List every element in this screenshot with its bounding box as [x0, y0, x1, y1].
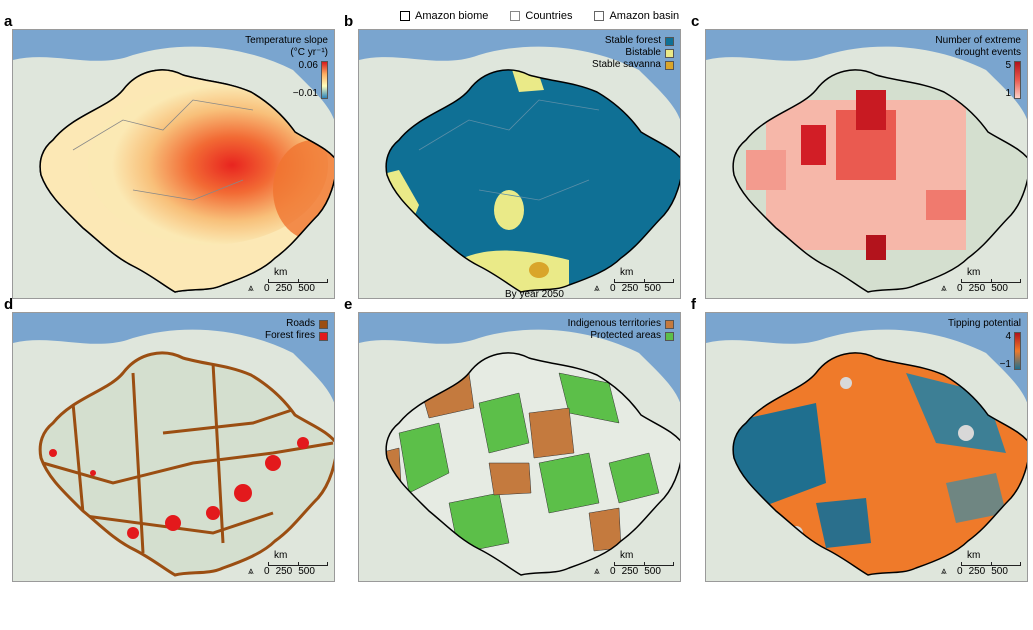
scale-bar-f: ⩓ km 0 250 500 — [941, 550, 1021, 577]
scale-bar-b: ⩓ km 0 250 500 — [594, 267, 674, 294]
scale-tick-0: 0 — [610, 566, 616, 577]
cbar-a-max: 0.06 — [298, 60, 318, 71]
map-panel-f: Tipping potential 4 −1 ⩓ km 0 250 500 — [705, 312, 1028, 582]
stable-savanna-swatch — [665, 60, 674, 70]
stable-savanna-label: Stable savanna — [592, 59, 661, 70]
map-panel-d: Roads Forest fires ⩓ km 0 250 500 — [12, 312, 335, 582]
biome-legend: Amazon biome Countries Amazon basin — [400, 8, 679, 24]
scale-tick-0: 0 — [957, 566, 963, 577]
north-arrow-icon: ⩓ — [248, 566, 254, 577]
panel-c-legend: Number of extreme drought events 5 1 — [926, 35, 1021, 99]
scale-tick-0: 0 — [264, 566, 270, 577]
scale-unit: km — [967, 550, 981, 561]
panel-d-label: d — [4, 296, 14, 313]
scale-bar-c: ⩓ km 0 250 500 — [941, 267, 1021, 294]
panel-a-legend: Temperature slope (°C yr⁻¹) 0.06 −0.01 — [238, 35, 328, 99]
legend-amazon-basin: Amazon basin — [594, 10, 679, 22]
roads-swatch — [319, 319, 328, 329]
map-panel-e: Indigenous territories Protected areas ⩓… — [358, 312, 681, 582]
legend-countries: Countries — [510, 10, 572, 22]
amazon-biome-swatch — [400, 11, 410, 21]
scale-tick-250: 250 — [968, 283, 986, 294]
temperature-slope-title: Temperature slope (°C yr⁻¹) — [245, 35, 328, 58]
scale-unit: km — [620, 550, 634, 561]
protected-areas-swatch — [665, 331, 674, 341]
tipping-potential-map — [706, 329, 1027, 581]
temperature-colorbar — [321, 61, 328, 99]
panel-b-legend: Stable forest Bistable Stable savanna — [592, 35, 674, 71]
map-panel-c: Number of extreme drought events 5 1 ⩓ km… — [705, 29, 1028, 299]
panel-f-label: f — [691, 296, 696, 313]
cbar-c-min: 1 — [1005, 88, 1011, 99]
cbar-a-min: −0.01 — [292, 88, 318, 99]
roads-label: Roads — [286, 318, 315, 329]
scale-bar-a: ⩓ km 0 250 500 — [248, 267, 328, 294]
tipping-colorbar — [1014, 332, 1021, 370]
scale-unit: km — [274, 550, 288, 561]
bistable-swatch — [665, 48, 674, 58]
stable-forest-swatch — [665, 36, 674, 46]
cbar-f-max: 4 — [1005, 331, 1011, 342]
map-panel-b: Stable forest Bistable Stable savanna ⩓ … — [358, 29, 681, 299]
north-arrow-icon: ⩓ — [594, 283, 600, 294]
map-panel-a: Temperature slope (°C yr⁻¹) 0.06 −0.01 ⩓ … — [12, 29, 335, 299]
panel-a-label: a — [4, 13, 13, 30]
scale-tick-250: 250 — [968, 566, 986, 577]
scale-tick-500: 500 — [991, 283, 1008, 294]
tipping-potential-title: Tipping potential — [947, 318, 1021, 329]
scale-tick-0: 0 — [264, 283, 270, 294]
panel-f-legend: Tipping potential 4 −1 — [948, 318, 1021, 370]
cbar-c-max: 5 — [1005, 60, 1011, 71]
north-arrow-icon: ⩓ — [941, 283, 947, 294]
scale-tick-500: 500 — [644, 283, 661, 294]
scale-unit: km — [967, 267, 981, 278]
indigenous-territories-swatch — [665, 319, 674, 329]
roads-fires-map — [13, 329, 334, 581]
amazon-biome-label: Amazon biome — [415, 10, 489, 22]
countries-swatch — [510, 11, 521, 21]
scale-tick-0: 0 — [957, 283, 963, 294]
forest-stability-map — [359, 46, 680, 298]
north-arrow-icon: ⩓ — [594, 566, 600, 577]
projection-caption: By year 2050 — [505, 289, 564, 300]
panel-b-label: b — [344, 13, 354, 30]
scale-unit: km — [620, 267, 634, 278]
north-arrow-icon: ⩓ — [941, 566, 947, 577]
scale-tick-500: 500 — [298, 566, 315, 577]
scale-bar-d: ⩓ km 0 250 500 — [248, 550, 328, 577]
bistable-label: Bistable — [625, 47, 661, 58]
forest-fires-swatch — [319, 331, 328, 341]
north-arrow-icon: ⩓ — [248, 283, 254, 294]
scale-bar-e: ⩓ km 0 250 500 — [594, 550, 674, 577]
panel-e-legend: Indigenous territories Protected areas — [568, 318, 674, 342]
scale-tick-250: 250 — [621, 566, 639, 577]
temperature-slope-map — [13, 46, 334, 298]
amazon-basin-label: Amazon basin — [609, 10, 680, 22]
drought-events-title: Number of extreme drought events — [935, 35, 1021, 58]
indigenous-territories-label: Indigenous territories — [567, 318, 661, 329]
amazon-basin-swatch — [594, 11, 605, 21]
countries-label: Countries — [525, 10, 573, 22]
scale-unit: km — [274, 267, 288, 278]
drought-colorbar — [1014, 61, 1021, 99]
panel-c-label: c — [691, 13, 700, 30]
scale-tick-250: 250 — [275, 283, 293, 294]
scale-tick-0: 0 — [610, 283, 616, 294]
cbar-f-min: −1 — [999, 359, 1011, 370]
forest-fires-label: Forest fires — [264, 330, 315, 341]
drought-events-map — [706, 46, 1027, 298]
panel-d-legend: Roads Forest fires — [265, 318, 328, 342]
scale-tick-500: 500 — [298, 283, 315, 294]
scale-tick-500: 500 — [644, 566, 661, 577]
scale-tick-250: 250 — [275, 566, 293, 577]
stable-forest-label: Stable forest — [604, 35, 661, 46]
scale-tick-250: 250 — [621, 283, 639, 294]
legend-amazon-biome: Amazon biome — [400, 10, 488, 22]
scale-tick-500: 500 — [991, 566, 1008, 577]
territories-map — [359, 329, 680, 581]
protected-areas-label: Protected areas — [590, 330, 661, 341]
panel-e-label: e — [344, 296, 353, 313]
